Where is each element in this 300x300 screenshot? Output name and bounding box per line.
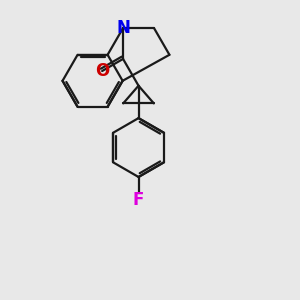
Text: O: O bbox=[95, 62, 109, 80]
Text: F: F bbox=[133, 191, 144, 209]
Text: N: N bbox=[116, 19, 130, 37]
